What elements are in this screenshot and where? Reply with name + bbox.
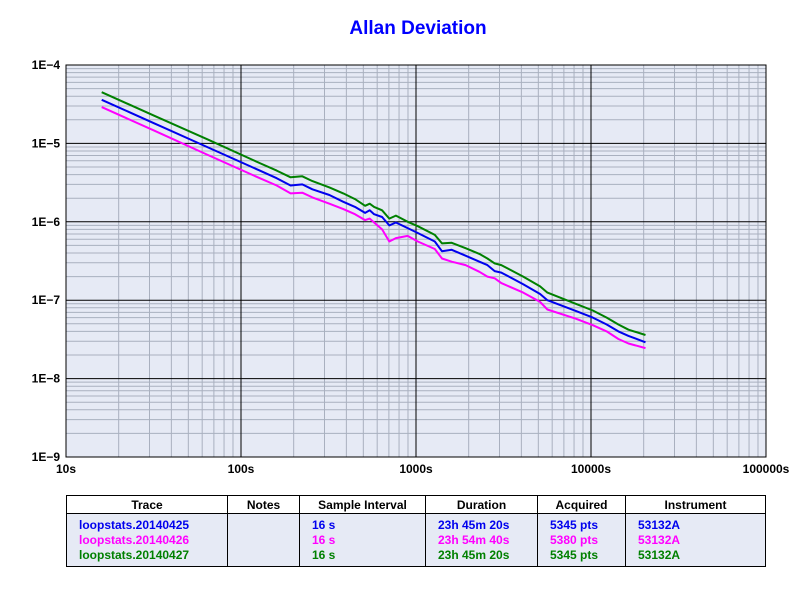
cell-instrument: 53132A: [625, 548, 766, 567]
header-sample-interval: Sample Interval: [299, 495, 426, 514]
x-axis-ticks: 10s 100s 1000s 10000s 100000s: [56, 462, 790, 476]
x-tick-label: 1000s: [399, 462, 433, 476]
cell-interval: 16 s: [299, 513, 426, 533]
cell-acquired: 5380 pts: [537, 533, 626, 548]
header-duration: Duration: [425, 495, 538, 514]
x-tick-label: 10s: [56, 462, 76, 476]
cell-acquired: 5345 pts: [537, 513, 626, 533]
cell-notes: [227, 513, 300, 533]
series-line: [101, 106, 646, 350]
series-line: [101, 98, 646, 344]
cell-instrument: 53132A: [625, 533, 766, 548]
cell-duration: 23h 45m 20s: [425, 513, 538, 533]
trace-table: Trace Notes Sample Interval Duration Acq…: [66, 495, 766, 567]
chart-title: Allan Deviation: [349, 18, 487, 39]
y-tick-label: 1E−6: [32, 215, 61, 229]
cell-duration: 23h 45m 20s: [425, 548, 538, 567]
y-tick-label: 1E−9: [32, 450, 61, 464]
y-tick-label: 1E−4: [32, 58, 61, 72]
cell-notes: [227, 548, 300, 567]
cell-trace: loopstats.20140426: [66, 533, 228, 548]
y-axis-ticks: 1E−4 1E−5 1E−6 1E−7 1E−8 1E−9: [32, 58, 61, 464]
plot-border: [65, 64, 767, 458]
allan-deviation-plot: 10s 100s 1000s 10000s 100000s 1E−41E−51E−61E…: [32, 58, 790, 476]
header-notes: Notes: [227, 495, 300, 514]
table-row: loopstats.20140426 16 s 23h 54m 40s 5380…: [66, 533, 766, 548]
y-tick-label: 1E−5: [32, 136, 61, 150]
cell-notes: [227, 533, 300, 548]
header-trace: Trace: [66, 495, 228, 514]
table-header-row: Trace Notes Sample Interval Duration Acq…: [66, 495, 766, 514]
y-tick-label: 1E−8: [32, 372, 61, 386]
table-row: loopstats.20140427 16 s 23h 45m 20s 5345…: [66, 548, 766, 567]
x-tick-label: 100000s: [743, 462, 790, 476]
cell-instrument: 53132A: [625, 513, 766, 533]
x-tick-label: 10000s: [571, 462, 611, 476]
x-tick-label: 100s: [228, 462, 255, 476]
cell-trace: loopstats.20140427: [66, 548, 228, 567]
series-line: [101, 91, 646, 336]
cell-interval: 16 s: [299, 548, 426, 567]
cell-acquired: 5345 pts: [537, 548, 626, 567]
header-instrument: Instrument: [625, 495, 766, 514]
table-row: loopstats.20140425 16 s 23h 45m 20s 5345…: [66, 513, 766, 533]
cell-interval: 16 s: [299, 533, 426, 548]
cell-trace: loopstats.20140425: [66, 513, 228, 533]
cell-duration: 23h 54m 40s: [425, 533, 538, 548]
y-tick-label: 1E−7: [32, 293, 61, 307]
header-acquired: Acquired: [537, 495, 626, 514]
series-layer: [101, 91, 646, 350]
